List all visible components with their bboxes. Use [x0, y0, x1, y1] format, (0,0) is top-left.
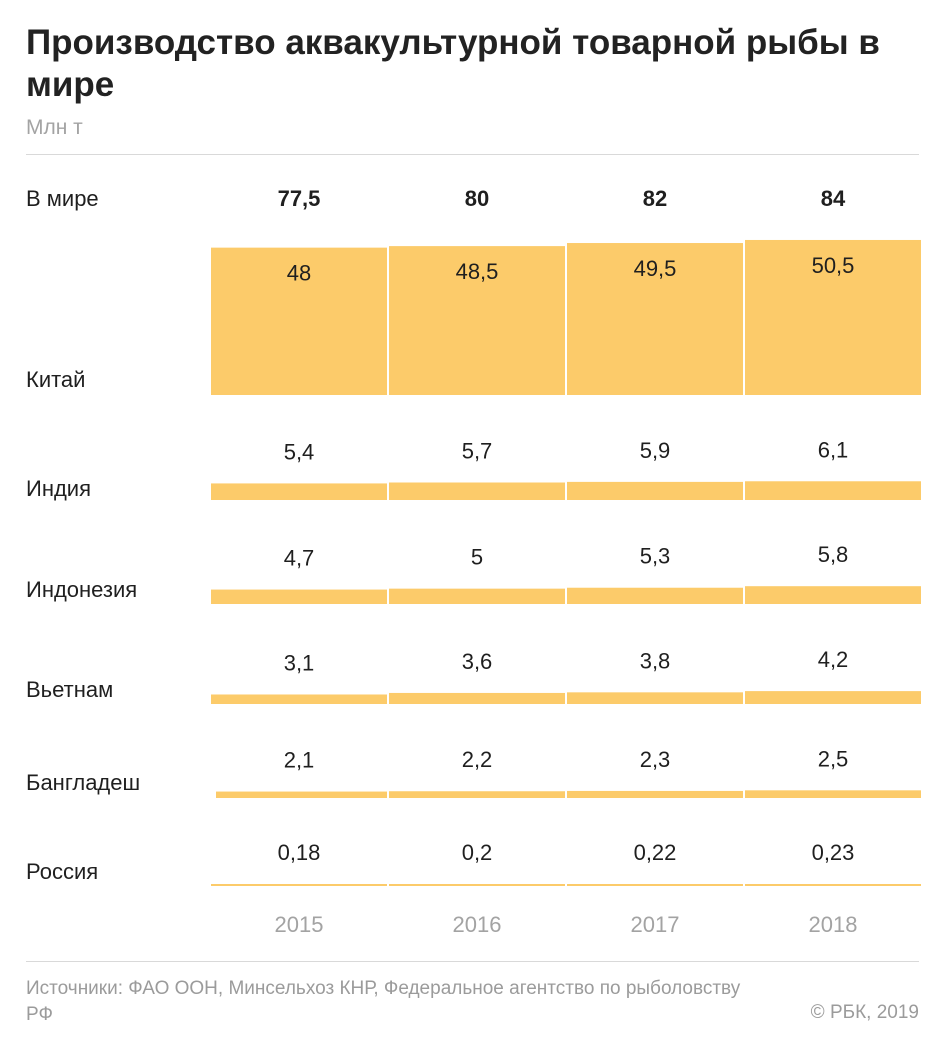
- bar: [211, 694, 387, 704]
- data-label: 50,5: [812, 253, 855, 278]
- bar: [567, 587, 743, 604]
- bar: [745, 790, 921, 798]
- data-label: 2,3: [640, 747, 671, 772]
- bar: [567, 884, 743, 886]
- bar: [389, 482, 565, 500]
- data-label: 4,7: [284, 546, 315, 571]
- data-label: 0,2: [462, 840, 493, 865]
- bar: [567, 692, 743, 704]
- bar: [211, 884, 387, 886]
- data-label: 5,7: [462, 439, 493, 464]
- data-label: 5: [471, 545, 483, 570]
- data-label: 0,23: [812, 840, 855, 865]
- bar: [211, 589, 387, 604]
- data-label: 0,22: [634, 840, 677, 865]
- bar: [389, 791, 565, 798]
- bar: [745, 586, 921, 604]
- total-value: 77,5: [278, 186, 321, 211]
- bar: [389, 246, 565, 395]
- x-tick-label: 2016: [453, 912, 502, 937]
- x-tick-label: 2018: [809, 912, 858, 937]
- category-label: Вьетнам: [26, 677, 113, 702]
- data-label: 2,2: [462, 747, 493, 772]
- bar: [567, 243, 743, 395]
- bar: [216, 791, 387, 798]
- total-row-label: В мире: [26, 186, 99, 211]
- bar: [211, 247, 387, 395]
- category-label: Бангладеш: [26, 770, 140, 795]
- data-label: 3,6: [462, 649, 493, 674]
- data-label: 4,2: [818, 647, 849, 672]
- data-label: 2,1: [284, 748, 315, 773]
- top-divider: [26, 154, 919, 155]
- data-label: 5,9: [640, 438, 671, 463]
- total-value: 80: [465, 186, 489, 211]
- category-label: Индия: [26, 476, 91, 501]
- bar: [211, 483, 387, 500]
- x-tick-label: 2015: [275, 912, 324, 937]
- data-label: 3,8: [640, 648, 671, 673]
- bar: [745, 239, 921, 395]
- chart-title: Производство аквакультурной товарной рыб…: [26, 23, 880, 104]
- bar: [389, 588, 565, 604]
- bar: [745, 481, 921, 500]
- bar: [745, 884, 921, 886]
- bar: [389, 884, 565, 886]
- copyright: © РБК, 2019: [810, 1002, 919, 1023]
- bar: [389, 692, 565, 704]
- source-note: Источники: ФАО ООН, Минсельхоз КНР, Феде…: [26, 978, 741, 1025]
- unit-label: Млн т: [26, 116, 83, 139]
- data-label: 6,1: [818, 437, 849, 462]
- data-label: 5,4: [284, 439, 315, 464]
- bottom-divider: [26, 961, 919, 962]
- data-label: 2,5: [818, 746, 849, 771]
- total-value: 84: [821, 186, 846, 211]
- bar: [567, 790, 743, 798]
- data-label: 48: [287, 261, 311, 286]
- data-label: 5,8: [818, 542, 849, 567]
- data-label: 5,3: [640, 544, 671, 569]
- data-label: 48,5: [456, 259, 499, 284]
- x-tick-label: 2017: [631, 912, 680, 937]
- chart-area: В мире 77,5 80 82 84 Китай 48 48,5 49,5 50,5 Индия…: [26, 186, 921, 937]
- data-label: 0,18: [278, 840, 321, 865]
- category-label: Китай: [26, 367, 85, 392]
- bar: [745, 691, 921, 704]
- total-value: 82: [643, 186, 667, 211]
- bar: [567, 481, 743, 500]
- data-label: 49,5: [634, 256, 677, 281]
- category-label: Россия: [26, 859, 98, 884]
- data-label: 3,1: [284, 650, 315, 675]
- category-label: Индонезия: [26, 577, 137, 602]
